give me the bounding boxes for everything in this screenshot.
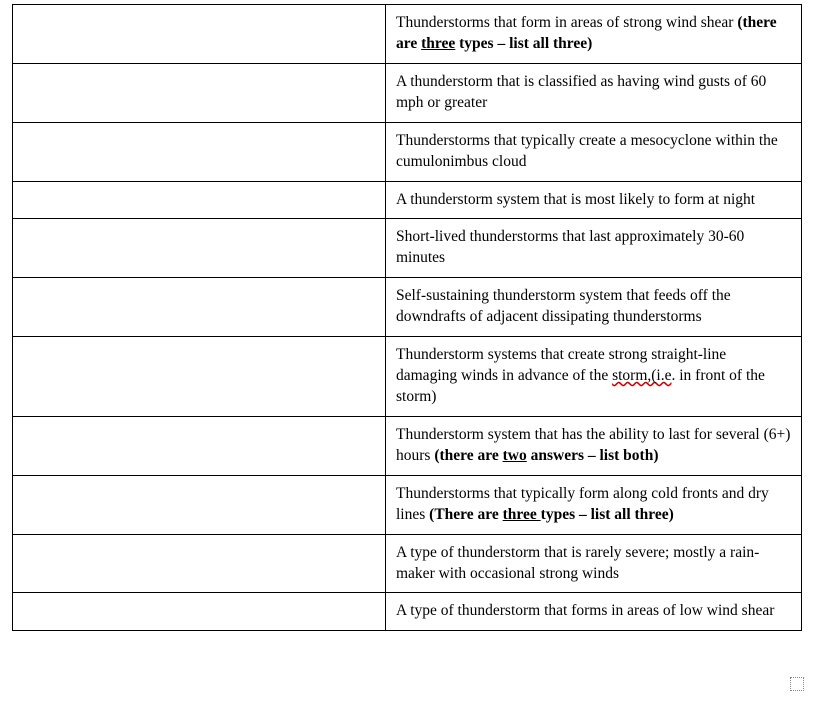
table-row: Thunderstorms that form in areas of stro… [13,5,802,64]
table-row: Thunderstorms that typically create a me… [13,122,802,181]
thunderstorm-table: Thunderstorms that form in areas of stro… [12,4,802,631]
prompt-bold: (there are two answers – list both) [434,447,658,464]
table-row: Short-lived thunderstorms that last appr… [13,219,802,278]
table-row: Thunderstorms that typically form along … [13,475,802,534]
answer-cell[interactable] [13,278,386,337]
answer-cell[interactable] [13,475,386,534]
table-row: A thunderstorm system that is most likel… [13,181,802,219]
answer-cell[interactable] [13,181,386,219]
prompt-cell: A type of thunderstorm that is rarely se… [386,534,802,593]
table-row: Self-sustaining thunderstorm system that… [13,278,802,337]
page-break-mark-icon [790,677,804,691]
answer-cell[interactable] [13,593,386,631]
prompt-cell: A type of thunderstorm that forms in are… [386,593,802,631]
answer-cell[interactable] [13,219,386,278]
answer-cell[interactable] [13,5,386,64]
prompt-cell: Self-sustaining thunderstorm system that… [386,278,802,337]
answer-cell[interactable] [13,122,386,181]
answer-cell[interactable] [13,416,386,475]
answer-cell[interactable] [13,337,386,417]
answer-cell[interactable] [13,534,386,593]
table-row: A type of thunderstorm that forms in are… [13,593,802,631]
spellcheck-underline: storm,(i.e [612,367,671,384]
prompt-cell: Thunderstorms that typically form along … [386,475,802,534]
prompt-cell: Thunderstorms that typically create a me… [386,122,802,181]
prompt-cell: A thunderstorm system that is most likel… [386,181,802,219]
prompt-bold: (There are three types – list all three) [429,506,674,523]
prompt-cell: Thunderstorm systems that create strong … [386,337,802,417]
prompt-cell: Short-lived thunderstorms that last appr… [386,219,802,278]
answer-cell[interactable] [13,63,386,122]
prompt-cell: Thunderstorm system that has the ability… [386,416,802,475]
table-row: Thunderstorm systems that create strong … [13,337,802,417]
table-row: A thunderstorm that is classified as hav… [13,63,802,122]
prompt-cell: A thunderstorm that is classified as hav… [386,63,802,122]
table-row: Thunderstorm system that has the ability… [13,416,802,475]
table-row: A type of thunderstorm that is rarely se… [13,534,802,593]
prompt-cell: Thunderstorms that form in areas of stro… [386,5,802,64]
page-container: Thunderstorms that form in areas of stro… [0,0,814,635]
prompt-text: Thunderstorms that form in areas of stro… [396,14,737,31]
